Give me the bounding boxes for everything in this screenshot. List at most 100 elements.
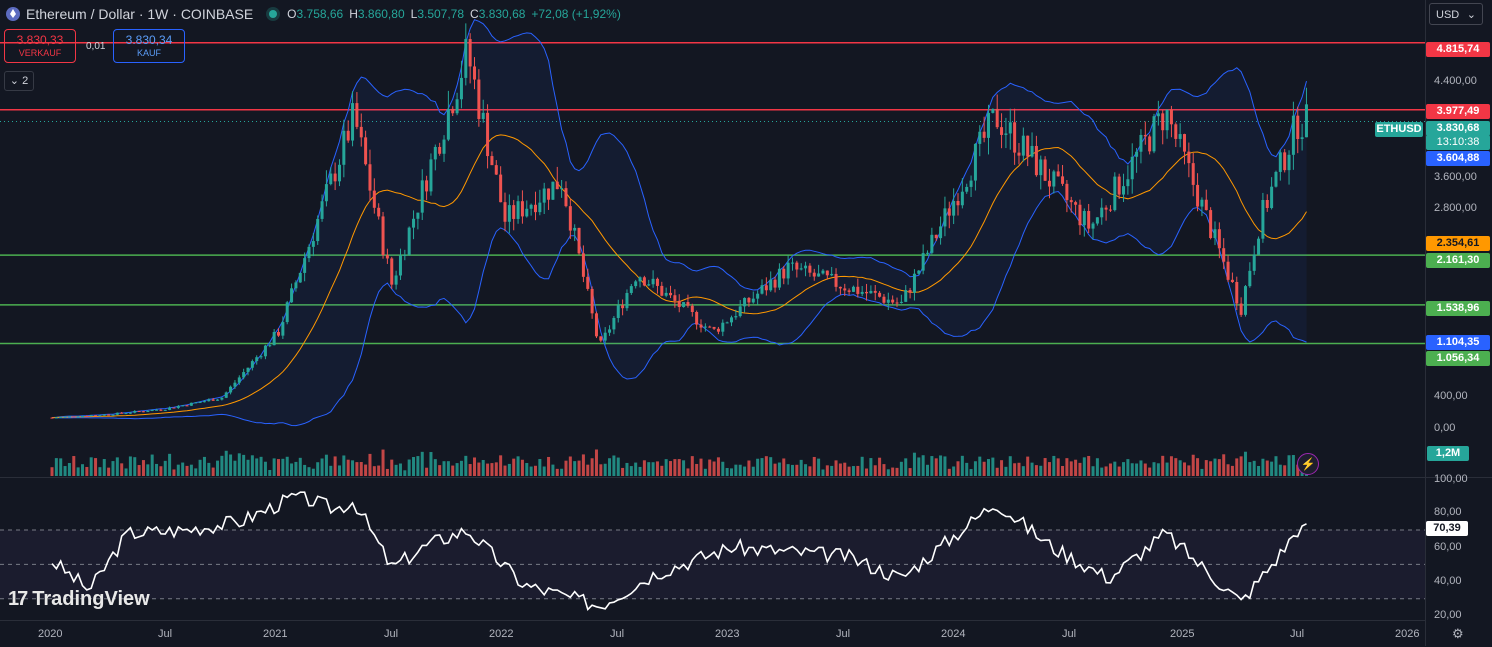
candle-body xyxy=(773,279,777,288)
price-axis[interactable]: 4.400,00 3.600,00 2.800,00 400,00 0,00 1… xyxy=(1425,0,1492,646)
volume-bar xyxy=(682,460,686,476)
candle-body xyxy=(795,262,799,270)
volume-bar xyxy=(825,465,829,476)
candle-body xyxy=(856,286,860,294)
candle-body xyxy=(817,273,821,277)
volume-bar xyxy=(1261,458,1265,476)
volume-bar xyxy=(1270,461,1274,476)
candle-body xyxy=(625,292,629,309)
candle-body xyxy=(1161,113,1165,131)
volume-bar xyxy=(420,451,424,476)
x-tick: 2025 xyxy=(1170,628,1195,640)
volume-bar xyxy=(442,461,446,476)
volume-bar xyxy=(163,460,167,476)
candle-body xyxy=(1087,210,1091,229)
settings-gear-icon[interactable]: ⚙ xyxy=(1452,626,1464,641)
volume-bar xyxy=(995,467,999,476)
volume-bar xyxy=(533,465,537,476)
volume-bar xyxy=(403,470,407,476)
candle-body xyxy=(608,329,612,333)
x-tick: 2021 xyxy=(263,628,288,640)
candle-body xyxy=(695,311,699,325)
sell-button[interactable]: 3.830,33 VERKAUF xyxy=(4,29,76,63)
candle-body xyxy=(1034,145,1038,176)
tradingview-text: TradingView xyxy=(32,588,150,610)
volume-bar xyxy=(947,468,951,476)
candle-body xyxy=(1174,124,1178,139)
candle-body xyxy=(416,212,420,219)
volume-bar xyxy=(969,469,973,476)
candle-body xyxy=(111,414,115,416)
volume-bar xyxy=(1130,463,1134,476)
indicators-toggle[interactable]: ⌄ 2 xyxy=(4,71,34,91)
volume-bar xyxy=(843,462,847,476)
candle-body xyxy=(703,326,707,328)
candle-body xyxy=(660,285,664,296)
candle-body xyxy=(1095,217,1099,224)
candle-body xyxy=(115,412,119,415)
volume-bar xyxy=(804,464,808,476)
volume-bar xyxy=(1008,456,1012,476)
candle-body xyxy=(1113,176,1117,211)
spread-value: 0,01 xyxy=(86,41,106,52)
volume-bar xyxy=(451,465,455,476)
volume-bar xyxy=(412,457,416,476)
candle-body xyxy=(342,130,346,165)
candle-body xyxy=(377,207,381,217)
volume-bar xyxy=(98,467,102,476)
volume-bar xyxy=(1209,461,1213,476)
volume-bar xyxy=(150,454,154,476)
candle-body xyxy=(651,278,655,285)
candle-body xyxy=(525,208,529,217)
candle-body xyxy=(1261,199,1265,239)
candle-body xyxy=(346,130,350,141)
volume-bar xyxy=(1056,458,1060,476)
candle-body xyxy=(259,356,263,358)
time-axis[interactable]: 2020 Jul 2021 Jul 2022 Jul 2023 Jul 2024… xyxy=(0,620,1425,647)
volume-bar xyxy=(368,453,372,476)
volume-bar xyxy=(1087,455,1091,476)
volume-bar xyxy=(1078,462,1082,476)
volume-bar xyxy=(773,463,777,476)
candle-body xyxy=(860,291,864,294)
lightning-icon[interactable]: ⚡ xyxy=(1297,453,1319,475)
volume-bar xyxy=(459,460,463,476)
volume-bar xyxy=(699,458,703,476)
candle-body xyxy=(1217,229,1221,249)
volume-bar xyxy=(464,455,468,476)
currency-select[interactable]: USD ⌄ xyxy=(1429,3,1483,25)
volume-bar xyxy=(372,466,376,476)
pane-separator[interactable] xyxy=(0,477,1492,478)
volume-bar xyxy=(616,457,620,476)
candle-body xyxy=(263,345,267,357)
indicator-count: 2 xyxy=(22,75,29,87)
volume-bar xyxy=(111,461,115,476)
x-tick: Jul xyxy=(384,628,399,640)
volume-bar xyxy=(272,458,276,476)
volume-bar xyxy=(294,461,298,476)
candle-body xyxy=(1270,186,1274,208)
x-tick: Jul xyxy=(1062,628,1077,640)
volume-bar xyxy=(351,460,355,476)
volume-bar xyxy=(1226,464,1230,476)
price-chart[interactable] xyxy=(0,0,1425,620)
volume-bar xyxy=(507,463,511,476)
volume-bar xyxy=(878,457,882,476)
x-tick: Jul xyxy=(1290,628,1305,640)
candle-body xyxy=(747,297,751,303)
volume-bar xyxy=(311,468,315,476)
volume-bar xyxy=(651,462,655,476)
volume-bar xyxy=(869,458,873,476)
candle-body xyxy=(716,328,720,332)
candle-body xyxy=(899,301,903,303)
candle-body xyxy=(202,401,206,403)
candle-body xyxy=(1191,163,1195,185)
buy-button[interactable]: 3.830,34 KAUF xyxy=(113,29,185,63)
volume-bar xyxy=(777,462,781,476)
candle-body xyxy=(616,305,620,318)
volume-bar xyxy=(1104,466,1108,476)
volume-bar xyxy=(516,456,520,476)
candle-body xyxy=(94,415,98,417)
symbol-title[interactable]: Ethereum / Dollar · 1W · COINBASE xyxy=(26,6,254,22)
candle-body xyxy=(721,322,725,332)
